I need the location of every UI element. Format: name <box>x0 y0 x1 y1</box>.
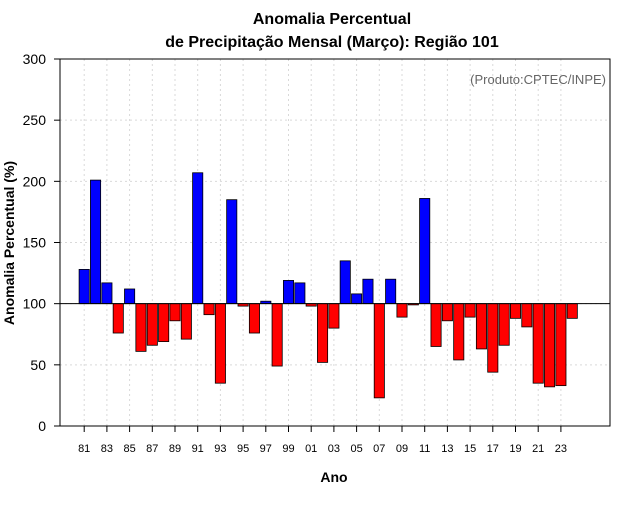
bar-23 <box>555 303 567 387</box>
x-tick-label: 17 <box>487 443 499 455</box>
bar-00 <box>294 282 306 305</box>
bar-91 <box>192 172 204 305</box>
bar-20 <box>521 303 533 328</box>
x-tick-label: 83 <box>101 443 113 455</box>
bar-83 <box>101 282 113 305</box>
x-tick-label: 89 <box>169 443 181 455</box>
y-tick-label: 300 <box>23 51 47 67</box>
x-tick-label: 91 <box>192 443 204 455</box>
chart-title-line2: de Precipitação Mensal (Março): Região 1… <box>165 34 499 51</box>
x-tick-label: 99 <box>282 443 294 455</box>
bar-86 <box>135 303 147 352</box>
bar-88 <box>158 303 170 342</box>
bar-84 <box>112 303 124 334</box>
bar-98 <box>271 303 283 367</box>
bar-94 <box>226 199 238 305</box>
bar-04 <box>339 260 351 305</box>
bar-96 <box>248 303 260 334</box>
bar-15 <box>464 303 476 318</box>
bar-05 <box>351 293 363 305</box>
x-axis-title: Ano <box>320 469 347 485</box>
x-tick-label: 21 <box>532 443 544 455</box>
x-tick-label: 13 <box>441 443 453 455</box>
bar-12 <box>430 303 442 347</box>
bar-11 <box>419 198 431 305</box>
bar-13 <box>441 303 453 322</box>
bar-22 <box>544 303 556 388</box>
x-tick-label: 95 <box>237 443 249 455</box>
bar-17 <box>487 303 499 373</box>
bar-82 <box>90 179 102 305</box>
bar-18 <box>498 303 510 346</box>
x-tick-label: 81 <box>78 443 90 455</box>
bar-87 <box>146 303 158 346</box>
bar-21 <box>532 303 544 384</box>
bar-90 <box>180 303 192 340</box>
bar-06 <box>362 278 374 305</box>
x-tick-label: 09 <box>396 443 408 455</box>
y-tick-label: 0 <box>38 418 46 434</box>
x-tick-label: 11 <box>419 443 430 455</box>
bar-89 <box>169 303 181 322</box>
bar-93 <box>214 303 226 384</box>
chart-title-line1: Anomalia Percentual <box>253 11 411 28</box>
y-tick-label: 250 <box>23 112 47 128</box>
bar-99 <box>282 280 294 305</box>
x-tick-label: 97 <box>260 443 272 455</box>
x-tick-label: 19 <box>509 443 521 455</box>
bar-19 <box>509 303 521 319</box>
y-axis-title: Anomalia Percentual (%) <box>1 161 17 325</box>
bar-81 <box>78 269 90 305</box>
y-tick-label: 50 <box>30 357 46 373</box>
x-tick-label: 23 <box>555 443 567 455</box>
x-tick-label: 15 <box>464 443 476 455</box>
x-tick-label: 03 <box>328 443 340 455</box>
bar-14 <box>453 303 465 361</box>
bar-92 <box>203 303 215 316</box>
bar-03 <box>328 303 340 329</box>
x-tick-label: 87 <box>146 443 158 455</box>
bars-layer <box>78 172 578 399</box>
x-tick-label: 85 <box>123 443 135 455</box>
x-tick-label: 05 <box>350 443 362 455</box>
y-tick-label: 200 <box>23 173 47 189</box>
x-tick-label: 07 <box>373 443 385 455</box>
y-tick-label: 150 <box>23 235 47 251</box>
grid-layer <box>60 58 610 427</box>
bar-24 <box>566 303 578 319</box>
y-tick-label: 100 <box>23 296 47 312</box>
bar-07 <box>373 303 385 399</box>
bar-08 <box>385 278 397 305</box>
x-tick-label: 93 <box>214 443 226 455</box>
x-tick-label: 01 <box>305 443 317 455</box>
bar-02 <box>317 303 329 363</box>
bar-16 <box>475 303 487 350</box>
credit-text: (Produto:CPTEC/INPE) <box>470 72 606 87</box>
bar-09 <box>396 303 408 318</box>
bar-85 <box>124 288 136 305</box>
